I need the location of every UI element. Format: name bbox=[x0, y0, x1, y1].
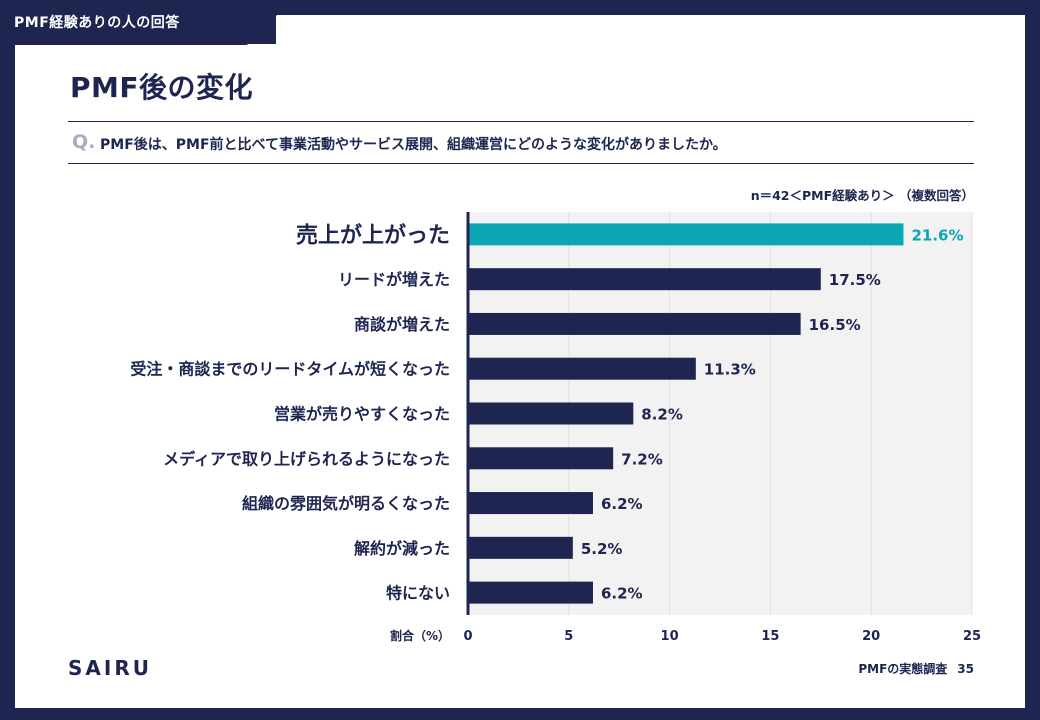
x-tick-label: 5 bbox=[564, 629, 573, 644]
category-label: メディアで取り上げられるようになった bbox=[163, 449, 450, 468]
data-label: 5.2% bbox=[581, 540, 623, 558]
category-label: 組織の雰囲気が明るくなった bbox=[242, 494, 450, 513]
category-label: 解約が減った bbox=[354, 539, 450, 558]
category-label: 特にない bbox=[386, 584, 450, 603]
question-prefix: Q. bbox=[72, 131, 96, 153]
data-label: 21.6% bbox=[911, 226, 963, 244]
x-axis-label: 割合（%） bbox=[390, 628, 450, 643]
category-label: リードが増えた bbox=[338, 270, 450, 289]
bar-8 bbox=[468, 536, 573, 559]
category-label: 商談が増えた bbox=[354, 315, 450, 334]
bar-5 bbox=[468, 402, 634, 425]
bar-4 bbox=[468, 357, 696, 380]
section-tab-label: PMF経験ありの人の回答 bbox=[14, 15, 180, 31]
section-tab: PMF経験ありの人の回答 bbox=[0, 0, 276, 44]
bar-3 bbox=[468, 312, 801, 335]
data-label: 8.2% bbox=[641, 406, 683, 424]
category-label: 受注・商談までのリードタイムが短くなった bbox=[130, 360, 450, 379]
sample-size-note: n＝42＜PMF経験あり＞ （複数回答） bbox=[750, 188, 974, 203]
bar-1 bbox=[468, 223, 904, 246]
bar-9 bbox=[468, 581, 593, 604]
data-label: 7.2% bbox=[621, 450, 663, 468]
data-label: 17.5% bbox=[829, 271, 881, 289]
data-label: 6.2% bbox=[601, 495, 643, 513]
data-label: 16.5% bbox=[809, 316, 861, 334]
category-label: 営業が売りやすくなった bbox=[274, 405, 450, 424]
footer-info: PMFの実態調査 35 bbox=[858, 660, 974, 677]
x-tick-label: 10 bbox=[661, 629, 679, 644]
category-label: 売上が上がった bbox=[296, 222, 450, 248]
bar-6 bbox=[468, 447, 614, 470]
x-tick-label: 20 bbox=[862, 629, 880, 644]
question-top-rule bbox=[68, 121, 974, 122]
survey-name: PMFの実態調査 bbox=[858, 662, 948, 676]
question-bottom-rule bbox=[68, 163, 974, 164]
question-text: PMF後は、PMF前と比べて事業活動やサービス展開、組織運営にどのような変化があ… bbox=[100, 137, 727, 153]
data-label: 6.2% bbox=[601, 585, 643, 603]
page-title: PMF後の変化 bbox=[70, 71, 254, 104]
bar-7 bbox=[468, 492, 593, 515]
brand-logo: SAIRU bbox=[68, 656, 152, 680]
page-number: 35 bbox=[957, 662, 974, 676]
x-tick-label: 25 bbox=[963, 629, 981, 644]
bar-2 bbox=[468, 268, 821, 291]
x-tick-label: 15 bbox=[761, 629, 779, 644]
x-tick-label: 0 bbox=[463, 629, 472, 644]
data-label: 11.3% bbox=[704, 361, 756, 379]
